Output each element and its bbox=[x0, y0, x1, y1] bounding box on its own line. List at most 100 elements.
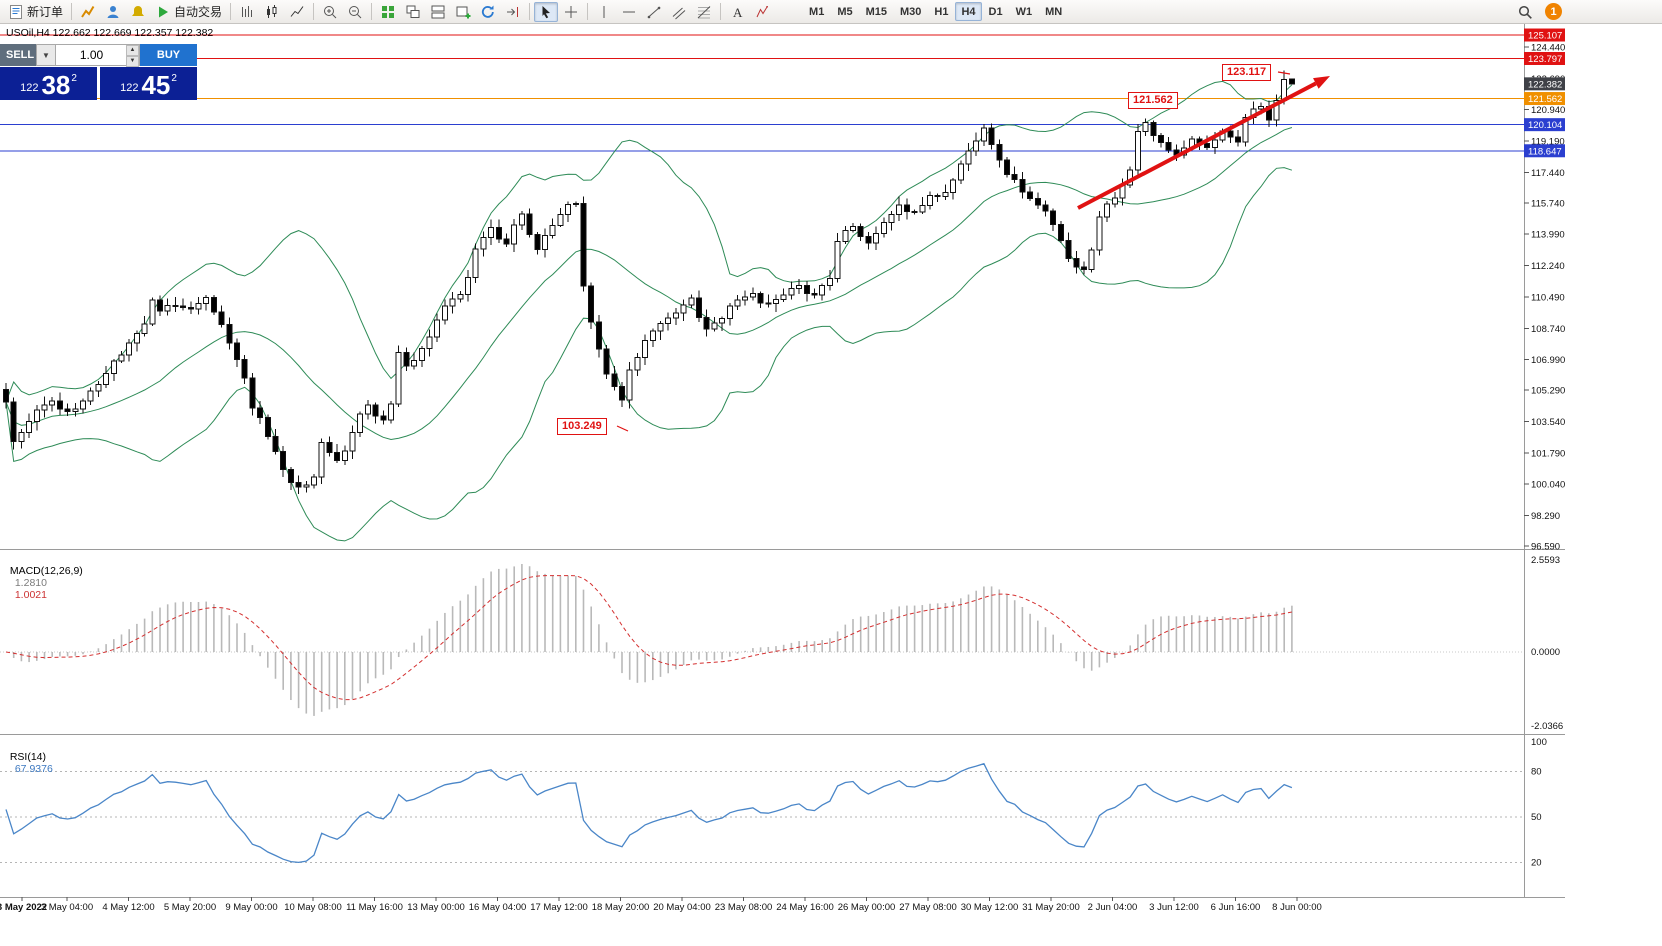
macd-main-value: 1.2810 bbox=[14, 577, 47, 589]
time-axis-label: 4 May 12:00 bbox=[102, 902, 154, 913]
alerts-button[interactable] bbox=[126, 2, 150, 22]
toolbar-separator bbox=[720, 3, 722, 20]
line-chart-button[interactable] bbox=[285, 2, 309, 22]
trendline-tool-button[interactable] bbox=[642, 2, 666, 22]
panel-dividers[interactable] bbox=[0, 24, 1565, 898]
vertical-line-tool-button[interactable] bbox=[592, 2, 616, 22]
auto-scroll-button[interactable] bbox=[476, 2, 500, 22]
price-annotation-level[interactable]: 121.562 bbox=[1128, 92, 1178, 109]
price-axis-label: 80 bbox=[1531, 766, 1542, 777]
price-tag-current-price[interactable]: 122.382 bbox=[1524, 77, 1565, 91]
crosshair-tool-button[interactable] bbox=[559, 2, 583, 22]
price-annotation-swing-low[interactable]: 103.249 bbox=[557, 418, 607, 435]
time-axis-label: 30 May 12:00 bbox=[961, 902, 1019, 913]
svg-text:120.104: 120.104 bbox=[1528, 120, 1562, 131]
price-axis-label: 98.290 bbox=[1531, 511, 1560, 522]
time-axis-label: 26 May 00:00 bbox=[838, 902, 896, 913]
auto-trading-button[interactable]: 自动交易 bbox=[151, 2, 226, 22]
timeframe-button-m15[interactable]: M15 bbox=[860, 2, 893, 21]
zoom-in-icon bbox=[324, 5, 337, 18]
timeframe-button-m5[interactable]: M5 bbox=[831, 2, 858, 21]
timeframe-button-h1[interactable]: H1 bbox=[928, 2, 954, 21]
tile-windows-button[interactable] bbox=[376, 2, 400, 22]
arrows-tool-button[interactable] bbox=[750, 2, 774, 22]
price-tag-resistance-line[interactable]: 125.107 bbox=[1524, 28, 1565, 42]
time-axis-label: 10 May 08:00 bbox=[284, 902, 342, 913]
fibonacci-tool-button[interactable] bbox=[692, 2, 716, 22]
hline-icon bbox=[623, 11, 636, 12]
search-button[interactable] bbox=[1513, 2, 1537, 22]
auto-trading-button-label: 自动交易 bbox=[174, 5, 223, 19]
volume-decrease-button[interactable]: ▼ bbox=[126, 56, 139, 67]
timeframe-switcher: M1 M5 M15 M30 H1 H4 D1 W1 MN bbox=[803, 2, 1068, 21]
cascade-windows-button[interactable] bbox=[401, 2, 425, 22]
fibonacci-icon bbox=[697, 5, 711, 18]
channel-tool-button[interactable] bbox=[667, 2, 691, 22]
profiles-button[interactable] bbox=[101, 2, 125, 22]
volume-input[interactable] bbox=[56, 44, 140, 66]
timeframe-button-d1[interactable]: D1 bbox=[983, 2, 1009, 21]
svg-text:118.647: 118.647 bbox=[1528, 146, 1562, 157]
tile-horizontal-button[interactable] bbox=[426, 2, 450, 22]
price-tag-support-line[interactable]: 118.647 bbox=[1524, 144, 1565, 158]
alerts-icon bbox=[132, 5, 145, 16]
price-axis-label: 96.590 bbox=[1531, 542, 1560, 553]
cursor-tool-button[interactable] bbox=[534, 1, 559, 22]
order-type-dropdown[interactable]: ▼ bbox=[36, 44, 56, 66]
price-axis-label: 112.240 bbox=[1531, 261, 1565, 272]
new-order-button-label: 新订单 bbox=[27, 5, 64, 19]
crosshair-icon bbox=[565, 5, 578, 18]
cascade-icon bbox=[406, 5, 420, 18]
timeframe-button-m30[interactable]: M30 bbox=[894, 2, 927, 21]
price-tag-resistance-line[interactable]: 123.797 bbox=[1524, 51, 1565, 65]
time-axis-label: 11 May 16:00 bbox=[346, 902, 403, 913]
buy-price-point: 2 bbox=[171, 73, 177, 84]
sell-price-pips: 38 bbox=[41, 70, 71, 100]
volume-increase-button[interactable]: ▲ bbox=[126, 45, 139, 56]
timeframe-button-w1[interactable]: W1 bbox=[1010, 2, 1039, 21]
price-axis-label: 106.990 bbox=[1531, 355, 1565, 366]
price-axis-label: 108.740 bbox=[1531, 324, 1565, 335]
sell-button[interactable]: SELL bbox=[0, 44, 36, 66]
indicators-button[interactable] bbox=[76, 2, 100, 22]
bar-chart-button[interactable] bbox=[235, 2, 259, 22]
buy-price-button[interactable]: 122 45 2 bbox=[100, 67, 197, 100]
sell-price-button[interactable]: 122 38 2 bbox=[0, 67, 97, 100]
rsi-panel bbox=[0, 762, 1524, 864]
price-tag-support-line[interactable]: 120.104 bbox=[1524, 118, 1565, 132]
zoom-out-button[interactable] bbox=[343, 2, 367, 22]
price-axis-label: 117.440 bbox=[1531, 168, 1565, 179]
zoom-in-button[interactable] bbox=[318, 2, 342, 22]
candlesticks bbox=[3, 70, 1295, 494]
candlestick-chart-button[interactable] bbox=[260, 2, 284, 22]
toolbar-separator bbox=[230, 3, 232, 20]
timeframe-button-mn[interactable]: MN bbox=[1039, 2, 1068, 21]
notification-badge[interactable]: 1 bbox=[1545, 3, 1562, 20]
timeframe-button-m1[interactable]: M1 bbox=[803, 2, 830, 21]
timeframe-button-h4[interactable]: H4 bbox=[955, 2, 982, 21]
toolbar-separator bbox=[313, 3, 315, 20]
time-axis-label: 16 May 04:00 bbox=[469, 902, 527, 913]
horizontal-level-lines[interactable] bbox=[0, 34, 1524, 152]
price-annotation-swing-high[interactable]: 123.117 bbox=[1222, 64, 1272, 81]
vline-icon bbox=[603, 5, 605, 18]
price-axis[interactable]: 124.440122.690120.940119.190117.440115.7… bbox=[1524, 28, 1565, 553]
horizontal-line-tool-button[interactable] bbox=[617, 2, 641, 22]
trend-arrow[interactable] bbox=[616, 71, 1330, 432]
price-axis-label: 103.540 bbox=[1531, 417, 1565, 428]
price-axis-label: 110.490 bbox=[1531, 292, 1565, 303]
time-axis-label: 2 Jun 04:00 bbox=[1088, 902, 1138, 913]
price-axis-label: 120.940 bbox=[1531, 105, 1565, 116]
text-icon: A bbox=[733, 5, 743, 20]
indicators-icon bbox=[81, 5, 95, 18]
text-tool-button[interactable]: A bbox=[725, 2, 749, 22]
new-order-button[interactable]: 新订单 bbox=[4, 2, 67, 22]
time-axis-label: 18 May 20:00 bbox=[592, 902, 650, 913]
price-tag-level-line[interactable]: 121.562 bbox=[1524, 92, 1565, 106]
new-chart-button[interactable] bbox=[451, 2, 475, 22]
buy-button[interactable]: BUY bbox=[140, 44, 197, 66]
buy-price-integer: 122 bbox=[120, 82, 139, 94]
chart-shift-button[interactable] bbox=[501, 2, 525, 22]
